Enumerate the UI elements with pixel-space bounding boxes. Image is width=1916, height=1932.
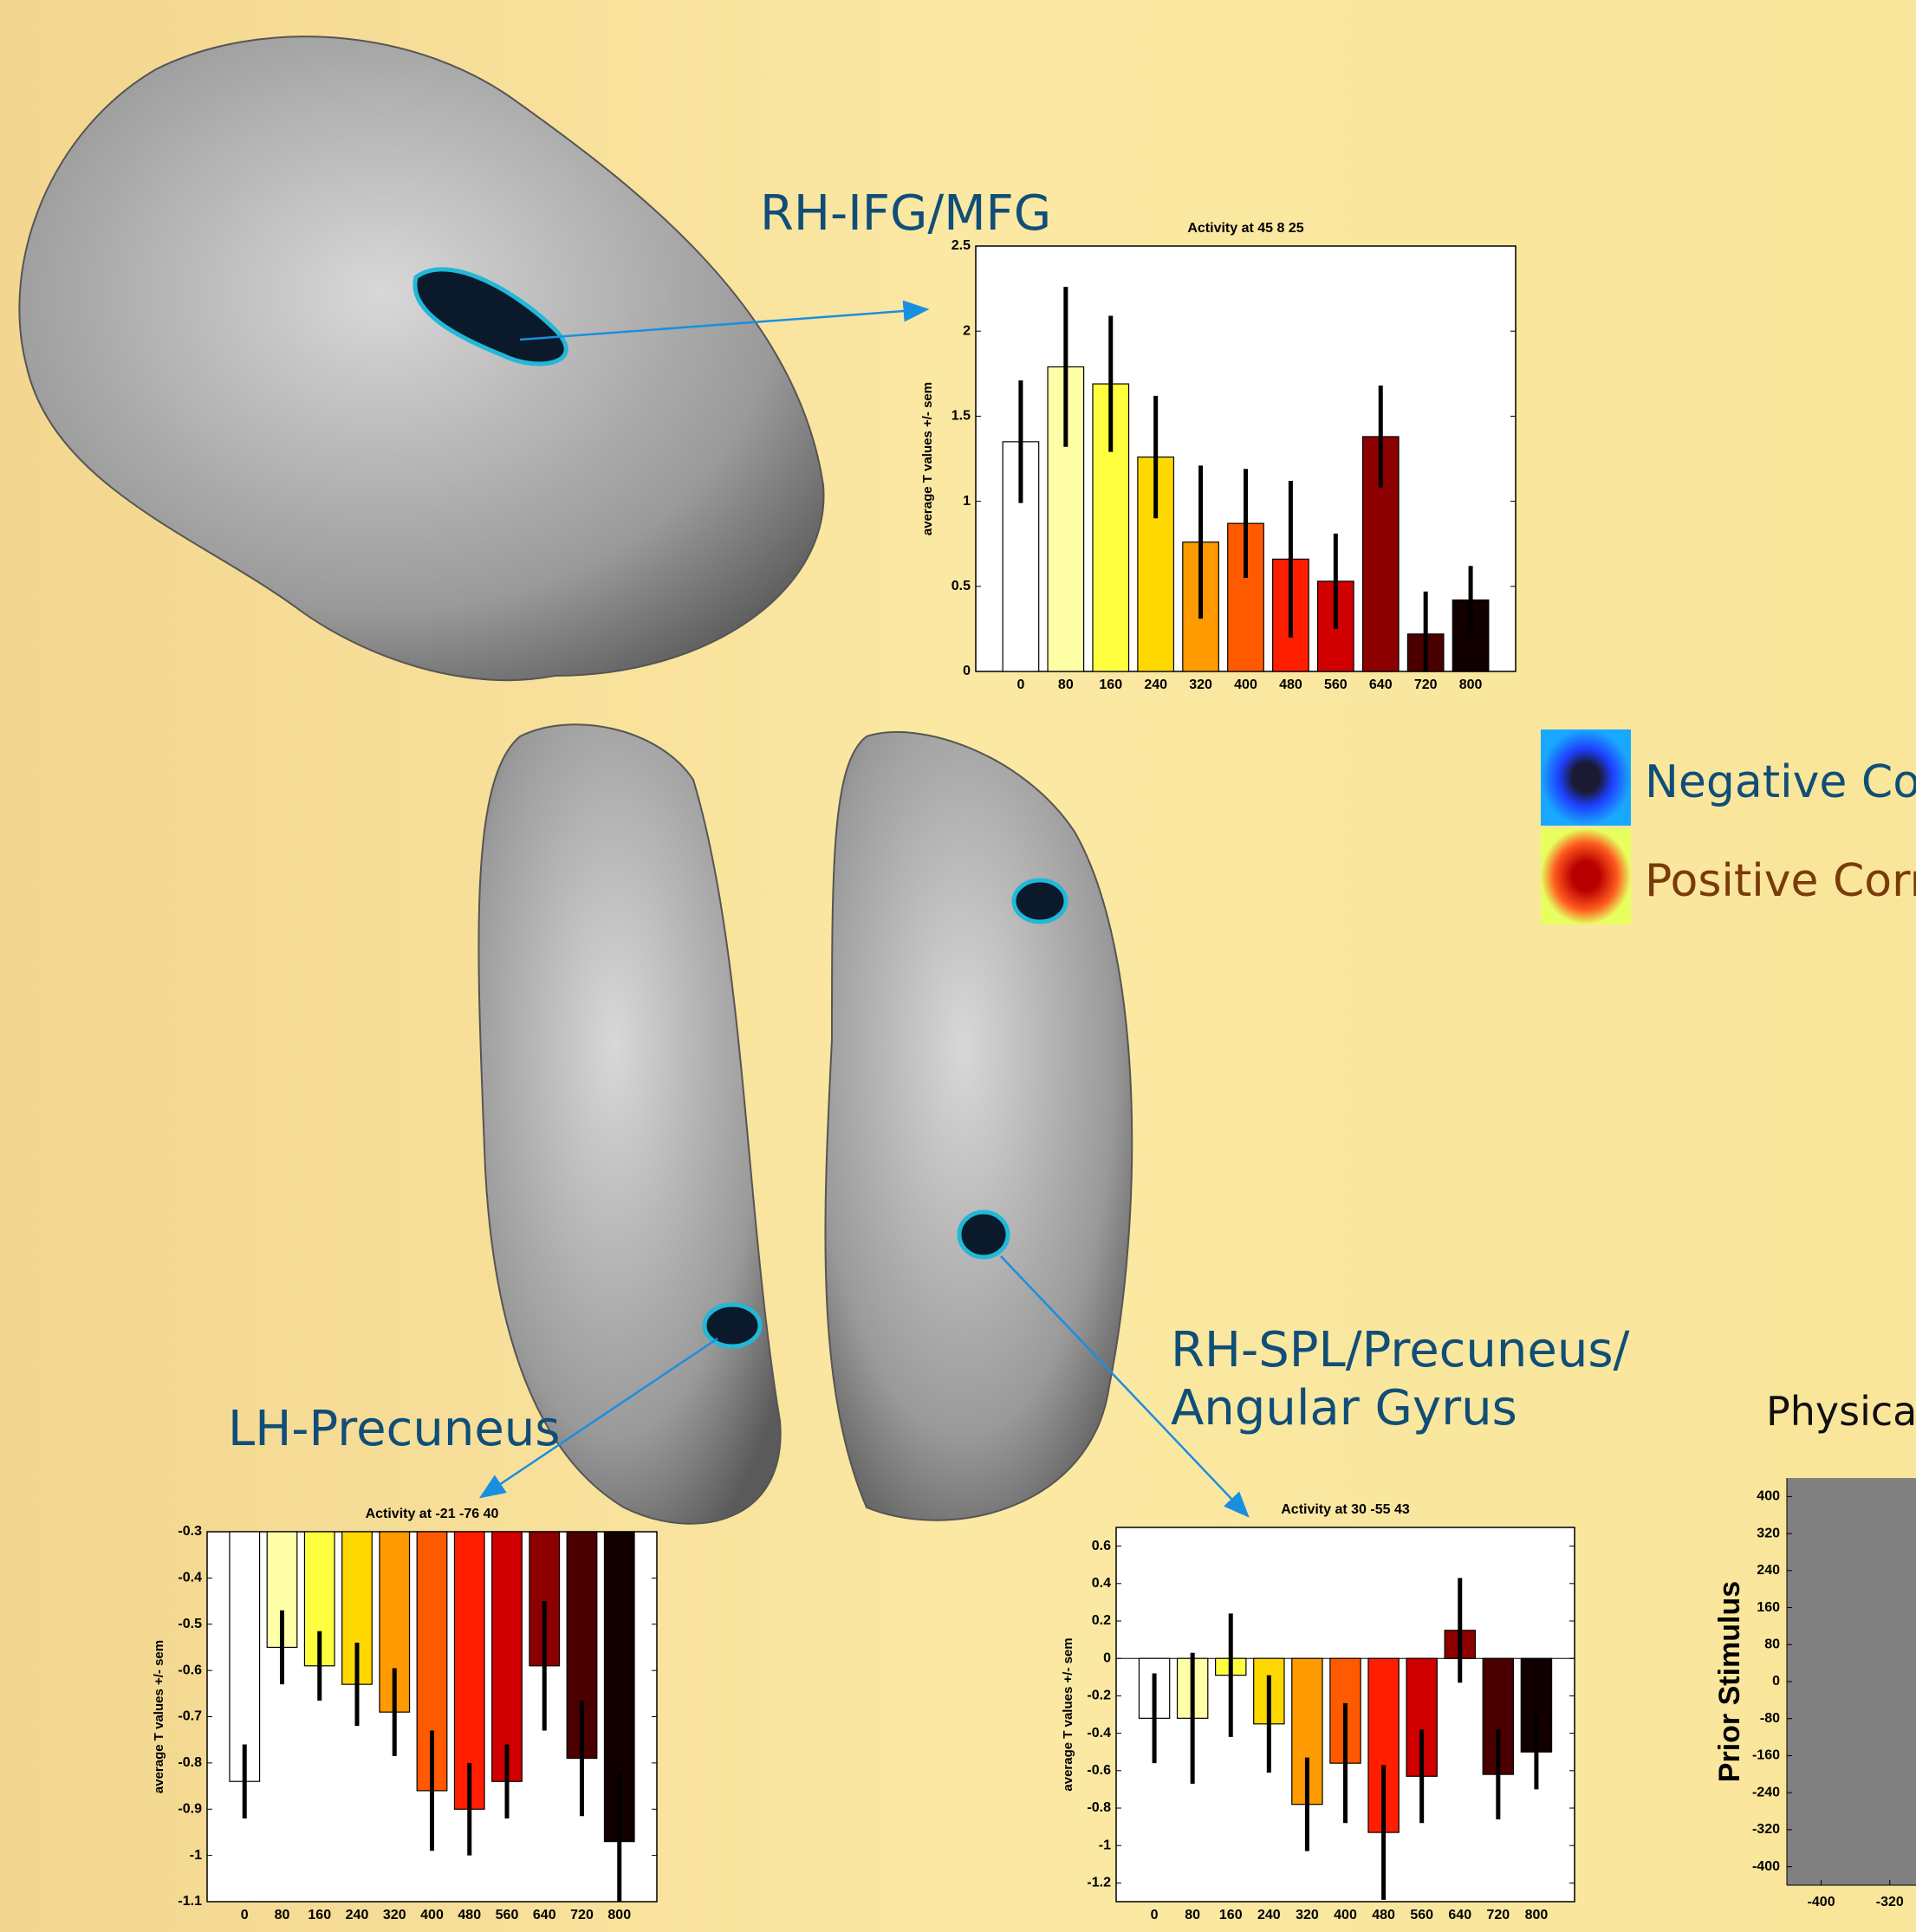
chart-title: Physica <box>1766 1388 1916 1435</box>
x-tick-label: 80 <box>275 1908 290 1922</box>
legend-swatch <box>1541 828 1631 924</box>
x-tick-label: 0 <box>1016 677 1024 692</box>
annotation: RH-IFG/MFG <box>760 185 1051 242</box>
y-tick-label: -400 <box>1752 1859 1780 1874</box>
x-tick-label: 0 <box>241 1908 249 1922</box>
legend-label: Negative Corr <box>1645 756 1916 808</box>
legend-swatch <box>1541 729 1631 826</box>
y-tick-label: 0.4 <box>1092 1576 1111 1591</box>
x-tick-label: 80 <box>1058 677 1074 692</box>
y-tick-label: 80 <box>1764 1637 1780 1651</box>
y-tick-label: 160 <box>1757 1600 1780 1615</box>
y-tick-label: -0.6 <box>1087 1763 1111 1778</box>
y-tick-label: -0.4 <box>1087 1726 1111 1741</box>
x-tick-label: 240 <box>1144 677 1167 692</box>
x-tick-label: 800 <box>607 1908 631 1922</box>
x-tick-label: 640 <box>533 1908 556 1922</box>
x-tick-label: 560 <box>496 1908 519 1922</box>
y-tick-label: 0.6 <box>1092 1539 1111 1553</box>
y-tick-label: -0.8 <box>178 1755 202 1770</box>
x-tick-label: 160 <box>308 1908 331 1922</box>
chart-title: Activity at 30 -55 43 <box>1281 1502 1410 1517</box>
x-tick-label: 480 <box>458 1908 481 1922</box>
x-tick-label: 240 <box>346 1908 369 1922</box>
x-tick-label: 640 <box>1369 677 1393 692</box>
x-tick-label: 400 <box>1334 1908 1357 1922</box>
annotation: Angular Gyrus <box>1171 1380 1517 1436</box>
y-tick-label: -0.8 <box>1087 1800 1111 1815</box>
y-tick-label: 1.5 <box>952 409 971 424</box>
x-tick-label: 0 <box>1151 1908 1159 1922</box>
heatmap-area <box>1787 1478 1916 1885</box>
x-tick-label: 640 <box>1448 1908 1471 1922</box>
x-tick-label: 560 <box>1410 1908 1433 1922</box>
x-tick-label: 480 <box>1372 1908 1395 1922</box>
y-axis-label: average T values +/- sem <box>1061 1637 1075 1791</box>
y-tick-label: -240 <box>1752 1785 1780 1799</box>
x-tick-label: 720 <box>570 1908 594 1922</box>
x-tick-label: 800 <box>1459 677 1483 692</box>
y-tick-label: -160 <box>1752 1748 1780 1763</box>
annotation: LH-Precuneus <box>228 1401 560 1457</box>
x-tick-label: 560 <box>1324 677 1348 692</box>
y-axis-label: Prior Stimulus <box>1713 1581 1746 1782</box>
y-tick-label: -80 <box>1760 1711 1780 1726</box>
y-tick-label: -0.6 <box>178 1663 202 1677</box>
y-axis-label: average T values +/- sem <box>152 1640 166 1793</box>
y-tick-label: -0.3 <box>178 1524 202 1539</box>
y-tick-label: 2.5 <box>952 238 971 253</box>
y-tick-label: 2 <box>963 323 971 338</box>
y-tick-label: 0.2 <box>1092 1613 1111 1628</box>
x-tick-label: 80 <box>1185 1908 1200 1922</box>
x-tick-label: 720 <box>1414 677 1438 692</box>
x-tick-label: 320 <box>383 1908 406 1922</box>
y-tick-label: -0.7 <box>178 1709 202 1724</box>
y-tick-label: -0.2 <box>1087 1689 1111 1703</box>
x-tick-label: 240 <box>1257 1908 1281 1922</box>
y-tick-label: -1 <box>190 1848 202 1863</box>
legend-label: Positive Corre <box>1645 855 1916 907</box>
x-tick-label: 480 <box>1279 677 1302 692</box>
bar <box>492 1532 523 1781</box>
y-tick-label: -1.2 <box>1087 1876 1111 1890</box>
x-tick-label: 400 <box>1234 677 1257 692</box>
y-tick-label: -0.5 <box>178 1617 202 1631</box>
y-tick-label: -1.1 <box>178 1894 202 1909</box>
y-tick-label: -0.9 <box>178 1801 202 1816</box>
x-tick-label: 320 <box>1189 677 1212 692</box>
x-tick-label: -320 <box>1876 1895 1904 1909</box>
y-tick-label: 0 <box>1772 1674 1780 1689</box>
y-tick-label: 0.5 <box>952 579 971 593</box>
x-tick-label: 720 <box>1486 1908 1510 1922</box>
x-tick-label: -400 <box>1808 1895 1835 1909</box>
annotation: RH-SPL/Precuneus/ <box>1171 1322 1630 1378</box>
x-tick-label: 160 <box>1219 1908 1243 1922</box>
chart-title: Activity at -21 -76 40 <box>366 1507 499 1521</box>
y-tick-label: -0.4 <box>178 1571 202 1585</box>
y-tick-label: 240 <box>1757 1563 1780 1578</box>
x-tick-label: 160 <box>1099 677 1122 692</box>
y-axis-label: average T values +/- sem <box>920 382 935 535</box>
x-tick-label: 320 <box>1296 1908 1319 1922</box>
chart-title: Activity at 45 8 25 <box>1187 221 1303 236</box>
y-tick-label: 0 <box>1103 1650 1111 1665</box>
y-tick-label: 400 <box>1757 1489 1780 1504</box>
slide: RH-IFG/MFG LH-Precuneus RH-SPL/Precuneus… <box>0 0 1916 1932</box>
y-tick-label: 0 <box>963 664 971 678</box>
x-tick-label: 400 <box>420 1908 444 1922</box>
x-tick-label: 800 <box>1525 1908 1549 1922</box>
bar <box>230 1532 260 1781</box>
y-tick-label: 1 <box>963 494 971 509</box>
y-tick-label: 320 <box>1757 1526 1780 1540</box>
y-tick-label: -320 <box>1752 1822 1780 1837</box>
y-tick-label: -1 <box>1099 1838 1111 1852</box>
